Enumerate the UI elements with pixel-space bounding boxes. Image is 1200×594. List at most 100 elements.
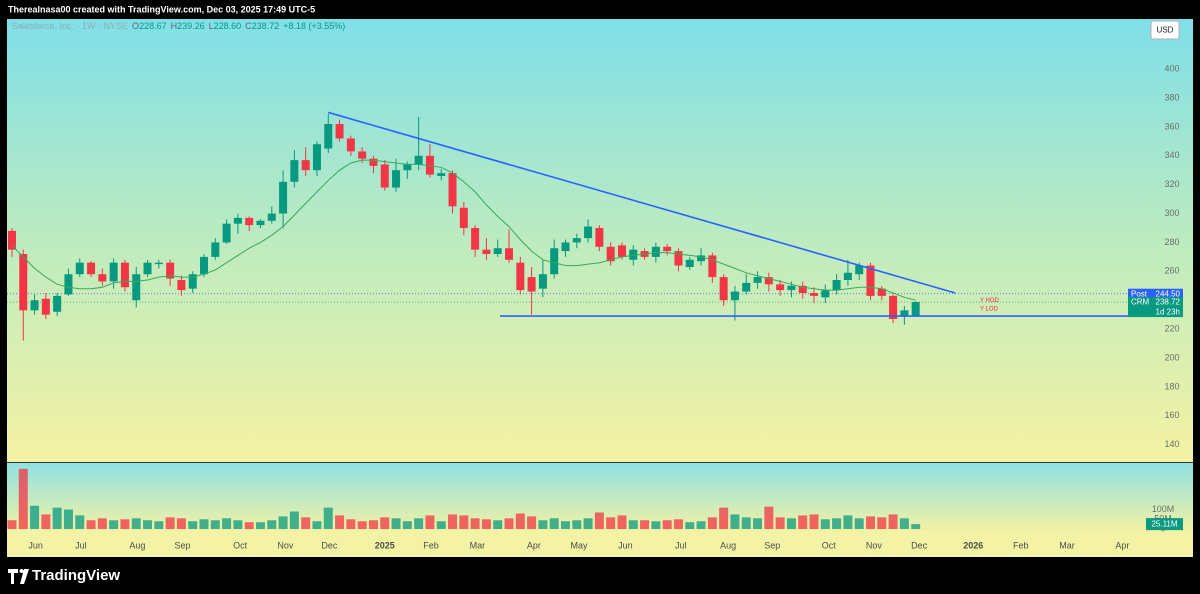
- moving-average: [11, 159, 916, 301]
- candle-body: [889, 295, 898, 319]
- x-tick-label: Nov: [277, 540, 294, 550]
- y-tick-label: 380: [1164, 92, 1179, 102]
- header-text: Therealnasa00 created with TradingView.c…: [8, 4, 315, 14]
- candle-body: [527, 277, 536, 292]
- legend-value: 239.26: [177, 21, 205, 31]
- candle-body: [177, 280, 186, 291]
- volume-bar: [131, 518, 141, 529]
- volume-bar: [368, 520, 378, 529]
- logo-icon: [8, 569, 29, 584]
- x-tick-label: May: [571, 540, 589, 550]
- volume-bar: [154, 521, 164, 529]
- candle-body: [584, 226, 593, 239]
- legend-key: O: [132, 21, 139, 31]
- volume-bar: [244, 522, 254, 529]
- volume-bar: [86, 520, 96, 529]
- candle-body: [877, 288, 886, 296]
- x-tick-label: 2025: [375, 540, 395, 550]
- volume-bar: [278, 516, 288, 529]
- x-tick-label: Jul: [75, 540, 87, 550]
- candle-body: [911, 302, 920, 317]
- volume-bar: [549, 518, 559, 529]
- trendline: [328, 111, 956, 294]
- candle-body: [30, 300, 39, 311]
- currency-button[interactable]: [1150, 20, 1180, 40]
- volume-bar: [165, 517, 175, 529]
- logo-text: TradingView: [32, 567, 120, 584]
- volume-bar: [109, 520, 119, 529]
- price-tag-name: Post: [1131, 289, 1148, 298]
- candle-body: [437, 173, 446, 176]
- candle-body: [7, 230, 16, 250]
- volume-bar: [210, 520, 220, 529]
- volume-bar: [267, 520, 277, 529]
- x-tick-label: Mar: [1059, 540, 1075, 550]
- volume-bar: [572, 520, 582, 529]
- candle-body: [674, 251, 683, 266]
- volume-bar: [493, 520, 503, 529]
- y-tick-label: 160: [1164, 410, 1179, 420]
- volume-bar: [301, 517, 311, 529]
- y-tick-label: 400: [1164, 63, 1179, 73]
- volume-bar: [640, 520, 650, 529]
- volume-bar: [18, 468, 28, 529]
- x-tick-label: Aug: [720, 540, 736, 550]
- currency-label[interactable]: USD: [1157, 26, 1174, 35]
- y-tick-label: 140: [1164, 439, 1179, 449]
- volume-bar: [289, 511, 299, 529]
- candle-body: [290, 160, 299, 182]
- legend-change: +8.18 (+3.55%): [283, 21, 345, 31]
- volume-bar: [481, 519, 491, 529]
- candle-body: [821, 290, 830, 298]
- legend-key: H: [171, 21, 178, 31]
- volume-bar: [877, 517, 887, 529]
- volume-bar: [775, 517, 785, 529]
- x-tick-label: Aug: [129, 540, 145, 550]
- candle-body: [64, 274, 73, 295]
- x-tick-label: Apr: [527, 540, 541, 550]
- legend-value: 228.60: [214, 21, 242, 31]
- volume-bar: [30, 505, 40, 529]
- candle-body: [855, 265, 864, 275]
- x-tick-label: Jul: [675, 540, 687, 550]
- candle-body: [787, 285, 796, 291]
- volume-bar: [594, 512, 604, 529]
- x-tick-label: Sep: [175, 540, 191, 550]
- candle-body: [233, 217, 242, 224]
- y-tick-label: 340: [1164, 150, 1179, 160]
- candle-body: [866, 265, 875, 296]
- volume-tag: [1146, 518, 1183, 531]
- candle-body: [414, 155, 423, 165]
- candle-body: [776, 284, 785, 291]
- volume-bar: [832, 518, 842, 529]
- candle-body: [222, 223, 231, 243]
- volume-bar: [448, 514, 458, 529]
- volume-bar: [176, 518, 186, 529]
- y-tick-label: 180: [1164, 381, 1179, 391]
- x-tick-label: Feb: [423, 540, 439, 550]
- candle-body: [471, 228, 480, 250]
- candle-body: [335, 124, 344, 139]
- candle-body: [798, 285, 807, 293]
- candle-body: [425, 155, 434, 175]
- volume-tick-label: 100M: [1152, 504, 1175, 514]
- candle-body: [53, 295, 62, 312]
- price-tag: [1128, 297, 1183, 318]
- volume-bar: [606, 517, 616, 529]
- candle-body: [98, 274, 107, 282]
- candle-body: [900, 310, 909, 317]
- volume-bar: [188, 521, 198, 529]
- candle-body: [392, 170, 401, 188]
- countdown: 1d 23h: [1156, 308, 1180, 317]
- candle-body: [843, 272, 852, 280]
- level-label: Y LOD: [980, 306, 999, 312]
- x-tick-label: Feb: [1013, 540, 1029, 550]
- volume-bar: [323, 507, 333, 529]
- candle-body: [267, 213, 276, 221]
- volume-bar: [786, 518, 796, 529]
- candle-body: [482, 249, 491, 254]
- y-tick-label: 300: [1164, 208, 1179, 218]
- candle-body: [505, 248, 514, 260]
- candle-body: [810, 293, 819, 296]
